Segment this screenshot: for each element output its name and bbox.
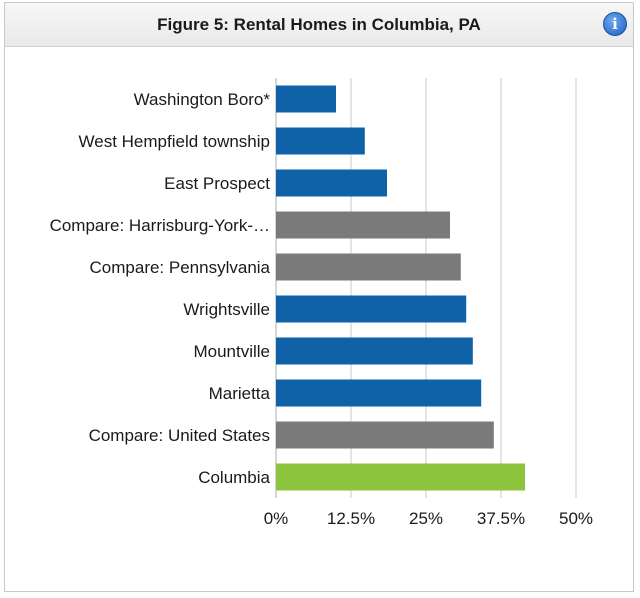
bar[interactable]	[276, 463, 525, 491]
category-label: Wrightsville	[183, 300, 270, 319]
category-label: Marietta	[209, 384, 271, 403]
bar[interactable]	[276, 127, 365, 155]
category-label: Washington Boro*	[134, 90, 271, 109]
x-tick-label: 12.5%	[327, 509, 375, 528]
x-tick-label: 25%	[409, 509, 443, 528]
bar[interactable]	[276, 85, 336, 113]
x-tick-label: 0%	[264, 509, 289, 528]
category-label: Compare: Harrisburg-York-…	[50, 216, 270, 235]
category-label: Compare: Pennsylvania	[90, 258, 271, 277]
category-label: Mountville	[193, 342, 270, 361]
chart-title: Figure 5: Rental Homes in Columbia, PA	[157, 15, 481, 34]
bar[interactable]	[276, 421, 494, 449]
category-label: Compare: United States	[89, 426, 270, 445]
x-tick-label: 37.5%	[477, 509, 525, 528]
category-label: East Prospect	[164, 174, 270, 193]
category-label: Columbia	[198, 468, 270, 487]
bar[interactable]	[276, 169, 387, 197]
bar[interactable]	[276, 295, 467, 323]
x-tick-label: 50%	[559, 509, 593, 528]
bar[interactable]	[276, 337, 473, 365]
info-icon[interactable]: i	[603, 12, 627, 36]
chart-header: Figure 5: Rental Homes in Columbia, PA i	[5, 3, 633, 47]
bar[interactable]	[276, 379, 482, 407]
bar[interactable]	[276, 211, 450, 239]
bar[interactable]	[276, 253, 461, 281]
category-label: West Hempfield township	[79, 132, 271, 151]
